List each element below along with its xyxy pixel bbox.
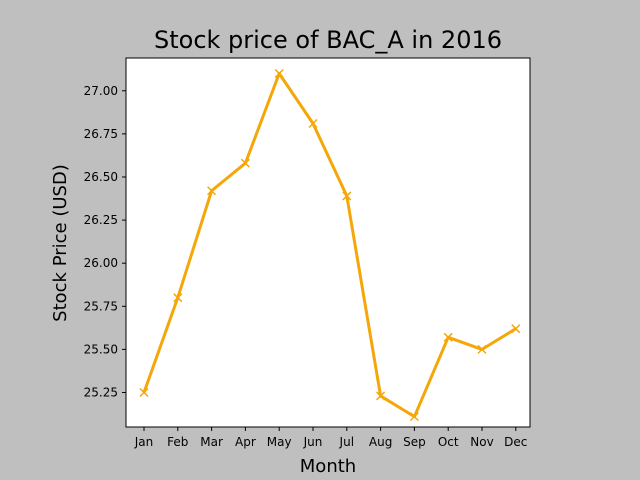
data-point-marker (240, 158, 250, 168)
data-point-marker (139, 387, 149, 398)
chart-title: Stock price of BAC_A in 2016 (154, 26, 502, 54)
x-tick-label: Nov (470, 435, 493, 449)
y-tick-label: 26.00 (84, 256, 118, 270)
x-tick-label: Oct (438, 435, 459, 449)
y-tick-label: 25.75 (84, 299, 118, 313)
x-tick-label: Sep (403, 435, 426, 449)
x-tick-label: Apr (235, 435, 256, 449)
data-point-marker (342, 191, 352, 201)
x-tick-label: Aug (369, 435, 392, 449)
x-tick-label: Jul (339, 435, 354, 449)
y-axis: 25.25 25.50 25.75 26.00 26.25 26.50 26.75 27.00 (84, 84, 126, 400)
series-line (142, 72, 517, 419)
data-point-marker (409, 412, 419, 422)
y-tick-label: 26.25 (84, 213, 118, 227)
data-point-marker (207, 186, 217, 196)
series-layer (139, 68, 521, 422)
x-tick-label: Dec (504, 435, 527, 449)
x-tick-label: Jan (134, 435, 154, 449)
x-tick-label: Mar (200, 435, 223, 449)
data-point-marker (376, 391, 386, 401)
x-tick-label: Feb (167, 435, 188, 449)
x-tick-label: May (267, 435, 292, 449)
y-tick-label: 26.75 (84, 127, 118, 141)
x-axis: Jan Feb Mar Apr May Jun Jul Aug Sep Oct Nov Dec (134, 427, 527, 449)
data-point-marker (274, 68, 284, 79)
y-axis-title: Stock Price (USD) (50, 164, 71, 322)
plot-area (125, 57, 531, 428)
y-tick-label: 26.50 (84, 170, 118, 184)
y-tick-label: 25.50 (84, 342, 118, 356)
y-tick-label: 25.25 (84, 386, 118, 400)
x-tick-label: Jun (303, 435, 323, 449)
y-tick-label: 27.00 (84, 84, 118, 98)
data-point-marker (308, 118, 318, 129)
x-axis-title: Month (300, 456, 356, 477)
data-point-marker (511, 324, 521, 334)
data-point-marker (443, 332, 453, 342)
data-point-marker (477, 344, 487, 354)
data-point-marker (173, 293, 183, 303)
